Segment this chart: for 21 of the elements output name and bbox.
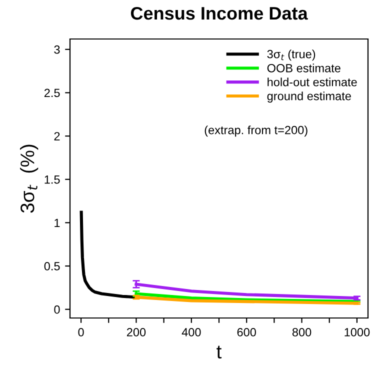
chart-title: Census Income Data bbox=[130, 6, 308, 20]
legend-label: OOB estimate bbox=[267, 64, 340, 72]
y-tick-label: 0 bbox=[54, 305, 60, 314]
x-tick-label: 400 bbox=[182, 328, 201, 336]
x-tick-label: 0 bbox=[78, 328, 84, 336]
x-tick-label: 600 bbox=[237, 328, 256, 336]
y-tick-label: 0.5 bbox=[44, 262, 60, 270]
y-tick-label: 3 bbox=[54, 45, 60, 54]
x-tick-label: 200 bbox=[126, 328, 146, 336]
y-tick-label: 1.5 bbox=[44, 176, 60, 184]
legend-label: ground estimate bbox=[267, 92, 351, 103]
legend-label: 3σ$_{t}$ (true) bbox=[267, 50, 316, 61]
x-tick-label: 800 bbox=[292, 328, 312, 336]
y-tick-label: 1 bbox=[54, 218, 60, 227]
legend-label: hold-out estimate bbox=[268, 78, 357, 86]
y-tick-label: 2.5 bbox=[44, 88, 60, 98]
annotation: (extrap. from t=200) bbox=[204, 126, 308, 137]
x-tick-label: 1000 bbox=[344, 328, 370, 336]
y-axis-title: 3σ$_{t}$ (%) bbox=[20, 144, 38, 213]
y-tick-label: 2 bbox=[54, 132, 60, 140]
x-axis-title: t bbox=[216, 346, 222, 359]
